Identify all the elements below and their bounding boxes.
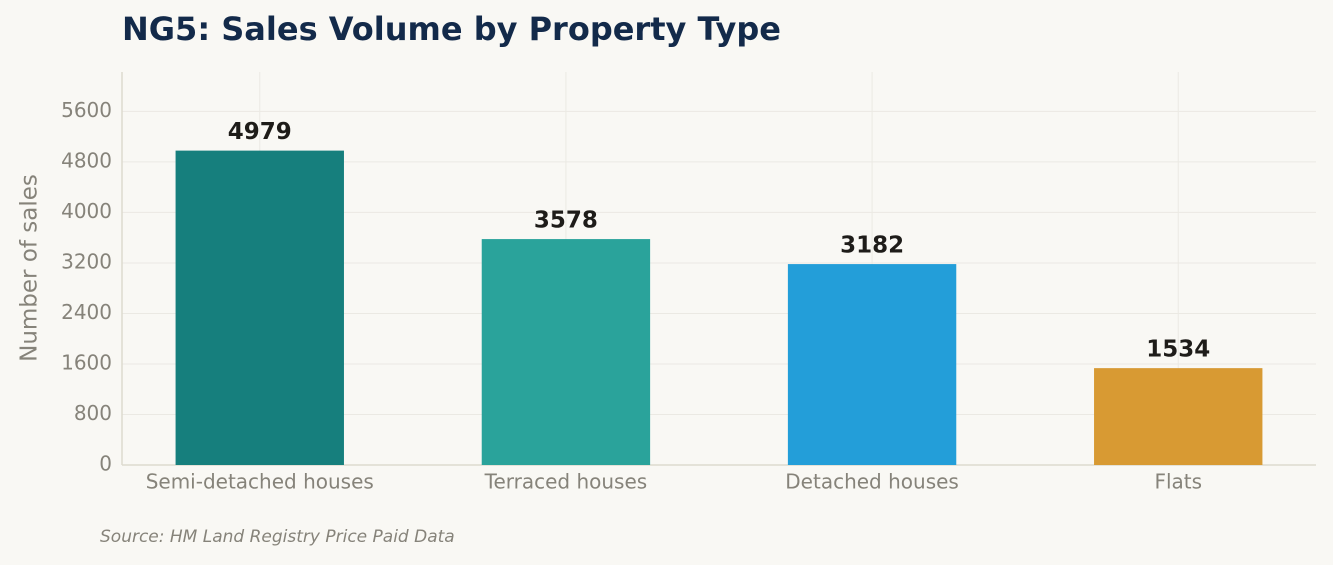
plot-area: 0 800 1600 2400 3200 4000 4800 5600 Semi-detache… <box>61 72 1316 494</box>
y-tick-label: 4000 <box>61 199 112 223</box>
y-tick-label: 5600 <box>61 98 112 122</box>
y-tick-label: 4800 <box>61 148 112 172</box>
x-tick-label: Terraced houses <box>484 470 648 494</box>
y-tick-label: 2400 <box>61 300 112 324</box>
y-tick-label: 0 <box>99 452 112 476</box>
y-axis-label: Number of sales <box>17 174 43 362</box>
x-tick-label: Semi-detached houses <box>146 470 374 494</box>
y-tick-label: 3200 <box>61 249 112 273</box>
x-tick-label: Flats <box>1154 470 1202 494</box>
data-label: 3578 <box>534 208 598 234</box>
bar <box>1094 368 1263 465</box>
y-tick-label: 1600 <box>61 350 112 374</box>
bar <box>787 264 957 465</box>
data-label: 3182 <box>840 233 904 259</box>
x-tick-label: Detached houses <box>785 470 959 494</box>
source-note: Source: HM Land Registry Price Paid Data <box>100 527 455 547</box>
data-label: 1534 <box>1146 337 1210 363</box>
y-tick-label: 800 <box>74 401 112 425</box>
chart-title: NG5: Sales Volume by Property Type <box>122 10 781 48</box>
bar <box>175 150 344 466</box>
bar <box>481 239 651 465</box>
data-label: 4979 <box>228 119 292 145</box>
